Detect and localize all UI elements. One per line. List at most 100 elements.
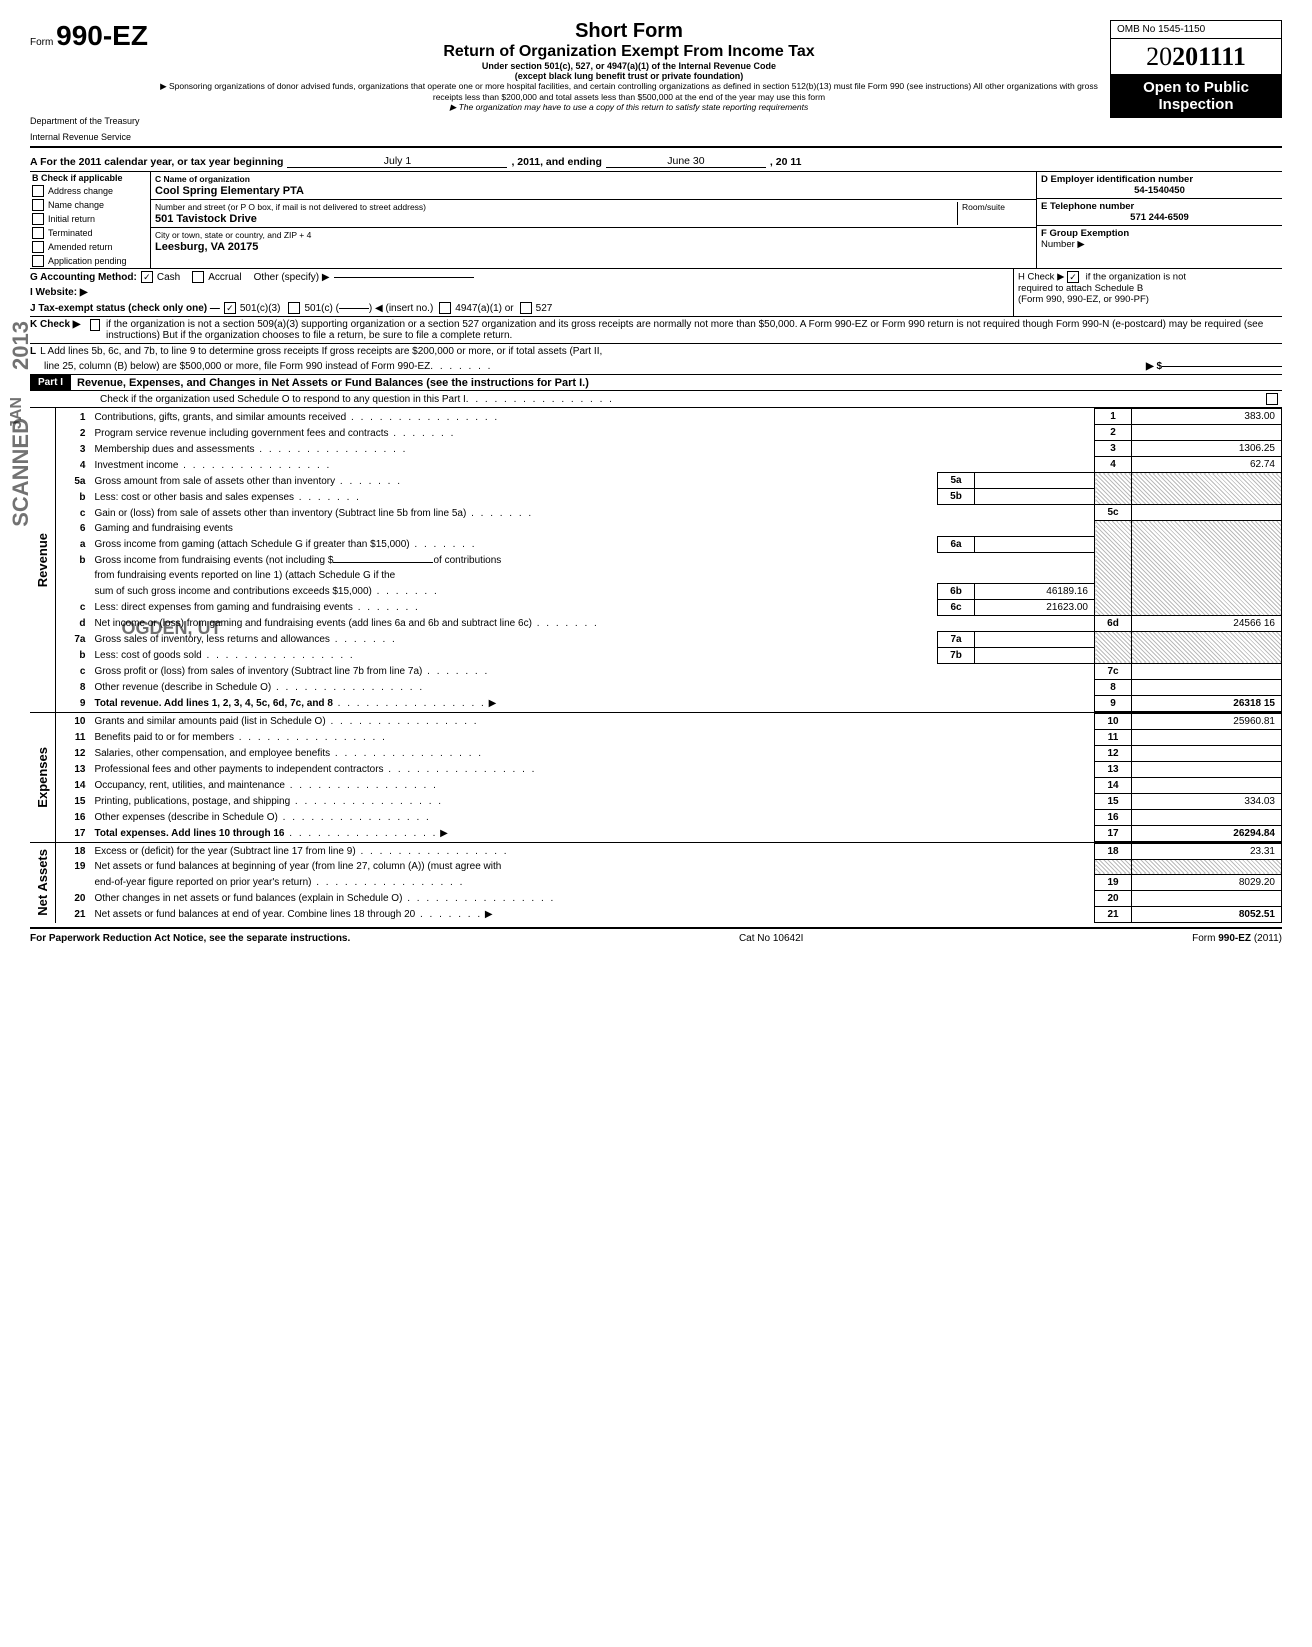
- chk-cash[interactable]: ✓: [141, 271, 153, 283]
- h-text1: if the organization is not: [1086, 272, 1186, 283]
- line-15-val[interactable]: 334.03: [1132, 793, 1282, 809]
- chk-application-pending[interactable]: Application pending: [30, 254, 150, 268]
- 501c-insert[interactable]: [339, 308, 369, 309]
- line-6b-contrib-amt[interactable]: [333, 562, 433, 563]
- line-8-val[interactable]: [1132, 679, 1282, 695]
- c-name-row: C Name of organization Cool Spring Eleme…: [151, 172, 1036, 200]
- org-info-block: B Check if applicable Address change Nam…: [30, 172, 1282, 268]
- part1-title: Revenue, Expenses, and Changes in Net As…: [71, 377, 589, 389]
- tax-year: 20201111: [1111, 39, 1281, 75]
- title-sponsoring: ▶ Sponsoring organizations of donor advi…: [156, 81, 1102, 102]
- chk-501c3[interactable]: ✓: [224, 302, 236, 314]
- line-5a-text: Gross amount from sale of assets other t…: [94, 476, 335, 487]
- phone-value[interactable]: 571 244-6509: [1041, 212, 1278, 223]
- col-b-checks: B Check if applicable Address change Nam…: [30, 172, 151, 268]
- chk-schedule-o[interactable]: [1266, 393, 1278, 405]
- stamp-2013: 2013: [8, 321, 34, 370]
- chk-accrual[interactable]: [192, 271, 204, 283]
- netassets-label: Net Assets: [30, 843, 56, 923]
- line-12: 12Salaries, other compensation, and empl…: [56, 745, 1281, 761]
- part1-badge: Part I: [30, 375, 71, 390]
- line-5c-val[interactable]: [1132, 505, 1282, 521]
- chk-initial-return[interactable]: Initial return: [30, 212, 150, 226]
- line-1: 1Contributions, gifts, grants, and simil…: [56, 409, 1281, 425]
- line-6d-val[interactable]: 24566 16: [1132, 615, 1282, 631]
- chk-4947[interactable]: [439, 302, 451, 314]
- org-city[interactable]: Leesburg, VA 20175: [155, 241, 258, 253]
- expenses-section: Expenses 10Grants and similar amounts pa…: [30, 713, 1282, 842]
- form-header: Form 990-EZ Department of the Treasury I…: [30, 20, 1282, 142]
- chk-name-change[interactable]: Name change: [30, 198, 150, 212]
- l-amount[interactable]: [1162, 366, 1282, 367]
- line-6b-text2: of contributions: [433, 555, 501, 566]
- 501c-label: 501(c) (: [304, 303, 338, 314]
- ein-value[interactable]: 54-1540450: [1041, 185, 1278, 196]
- line-6a-text: Gross income from gaming (attach Schedul…: [94, 539, 409, 550]
- line-5a-val[interactable]: [975, 473, 1095, 489]
- title-box: Short Form Return of Organization Exempt…: [148, 20, 1110, 113]
- line-5c: cGain or (loss) from sale of assets othe…: [56, 505, 1281, 521]
- line-12-val[interactable]: [1132, 745, 1282, 761]
- line-1-val[interactable]: 383.00: [1132, 409, 1282, 425]
- omb-box: OMB No 1545-1150 20201111 Open to Public…: [1110, 20, 1282, 118]
- line-21-val[interactable]: 8052.51: [1132, 906, 1282, 922]
- line-18-val[interactable]: 23.31: [1132, 843, 1282, 859]
- line-7c-val[interactable]: [1132, 663, 1282, 679]
- e-label: E Telephone number: [1041, 201, 1134, 212]
- line-7a-val[interactable]: [975, 631, 1095, 647]
- chk-terminated[interactable]: Terminated: [30, 226, 150, 240]
- line-3-text: Membership dues and assessments: [94, 444, 254, 455]
- line-8-text: Other revenue (describe in Schedule O): [94, 682, 271, 693]
- open-to-public: Open to Public Inspection: [1111, 75, 1281, 117]
- line-11-text: Benefits paid to or for members: [94, 732, 234, 743]
- line-17-val[interactable]: 26294.84: [1132, 825, 1282, 841]
- title-short-form: Short Form: [156, 20, 1102, 43]
- d-ein: D Employer identification number 54-1540…: [1037, 172, 1282, 199]
- chk-h[interactable]: ✓: [1067, 271, 1079, 283]
- line-19-val[interactable]: 8029.20: [1132, 874, 1282, 890]
- line-13-val[interactable]: [1132, 761, 1282, 777]
- chk-k[interactable]: [90, 319, 100, 331]
- city-label: City or town, state or country, and ZIP …: [155, 230, 311, 240]
- line-19-text2: end-of-year figure reported on prior yea…: [94, 877, 311, 888]
- line-6a-val[interactable]: [975, 536, 1095, 552]
- line-7c-text: Gross profit or (loss) from sales of inv…: [94, 666, 422, 677]
- line-20-val[interactable]: [1132, 890, 1282, 906]
- dept-treasury: Department of the Treasury: [30, 116, 140, 126]
- line-11-val[interactable]: [1132, 729, 1282, 745]
- line-4-text: Investment income: [94, 460, 178, 471]
- line-9-val[interactable]: 26318 15: [1132, 695, 1282, 711]
- line-6-text: Gaming and fundraising events: [91, 521, 1094, 537]
- line-16-text: Other expenses (describe in Schedule O): [94, 812, 277, 823]
- line-4-val[interactable]: 62.74: [1132, 457, 1282, 473]
- line-14-val[interactable]: [1132, 777, 1282, 793]
- line-6b-val[interactable]: 46189.16: [975, 583, 1095, 599]
- other-specify-input[interactable]: [334, 277, 474, 278]
- line-6c-val[interactable]: 21623.00: [975, 599, 1095, 615]
- form-number: Form 990-EZ: [30, 20, 148, 52]
- chk-amended-return[interactable]: Amended return: [30, 240, 150, 254]
- netassets-table: 18Excess or (deficit) for the year (Subt…: [56, 843, 1282, 923]
- chk-501c[interactable]: [288, 302, 300, 314]
- row-a-mid: , 2011, and ending: [511, 156, 601, 168]
- line-19a: 19Net assets or fund balances at beginni…: [56, 859, 1281, 874]
- line-2-val[interactable]: [1132, 425, 1282, 441]
- 527-label: 527: [536, 303, 553, 314]
- line-6b-text1: Gross income from fundraising events (no…: [94, 555, 333, 566]
- chk-527[interactable]: [520, 302, 532, 314]
- line-18: 18Excess or (deficit) for the year (Subt…: [56, 843, 1281, 859]
- org-address[interactable]: 501 Tavistock Drive: [155, 213, 257, 225]
- line-10-val[interactable]: 25960.81: [1132, 713, 1282, 729]
- line-16-val[interactable]: [1132, 809, 1282, 825]
- line-7b-val[interactable]: [975, 647, 1095, 663]
- chk-address-change[interactable]: Address change: [30, 184, 150, 198]
- line-5b-val[interactable]: [975, 489, 1095, 505]
- year-begin[interactable]: July 1: [287, 155, 507, 168]
- form-number-box: Form 990-EZ Department of the Treasury I…: [30, 20, 148, 142]
- year-digits: 2011: [1172, 42, 1221, 71]
- f-group: F Group Exemption Number ▶: [1037, 226, 1282, 252]
- org-name[interactable]: Cool Spring Elementary PTA: [155, 185, 304, 197]
- ghij-block: G Accounting Method: ✓Cash Accrual Other…: [30, 269, 1282, 316]
- line-3-val[interactable]: 1306.25: [1132, 441, 1282, 457]
- year-end[interactable]: June 30: [606, 155, 766, 168]
